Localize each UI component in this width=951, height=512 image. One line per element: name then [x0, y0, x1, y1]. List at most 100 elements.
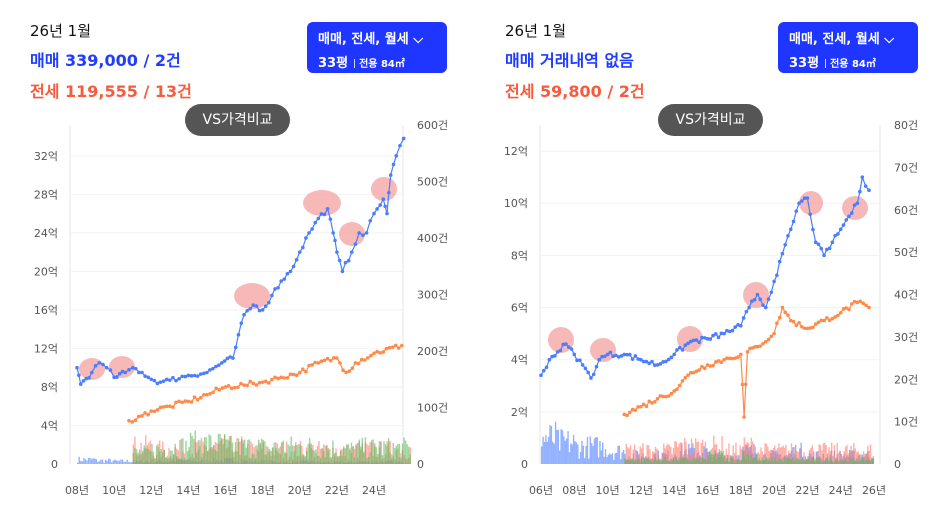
- data-point-sale: [263, 304, 268, 308]
- volume-bar-monthly: [643, 457, 646, 464]
- data-point-sale: [211, 366, 215, 371]
- y2-tick-label: 10건: [894, 416, 918, 429]
- volume-bar-sale: [613, 459, 615, 464]
- data-point-sale: [833, 233, 837, 238]
- filter-types: 매매, 전세, 월세: [789, 32, 880, 47]
- volume-bar-monthly: [844, 458, 847, 464]
- left-panel: 26년 1월 매매 339,000 / 2건 전세 119,555 / 13건 …: [0, 0, 475, 512]
- data-point-sale: [819, 246, 824, 251]
- volume-bar-sale: [618, 445, 621, 464]
- volume-bar-monthly: [756, 454, 758, 464]
- volume-bar-lease: [254, 445, 257, 464]
- data-point-jeonse: [719, 360, 724, 365]
- data-point-sale: [155, 381, 160, 386]
- volume-bar-lease: [647, 445, 650, 464]
- volume-bar-monthly: [318, 455, 320, 464]
- volume-bar-monthly: [179, 458, 181, 464]
- volume-bar-lease: [318, 440, 320, 464]
- data-point-sale: [273, 287, 277, 291]
- volume-bar-monthly: [710, 449, 712, 464]
- data-point-jeonse: [841, 307, 846, 311]
- data-point-sale: [777, 259, 782, 264]
- vs-compare-button[interactable]: VS가격비교: [185, 104, 290, 136]
- volume-bar-monthly: [285, 452, 288, 464]
- type-size-filter-button[interactable]: 매매, 전세, 월세 ⌵ 33평 전용 84㎡: [307, 22, 447, 73]
- data-point-sale: [310, 227, 314, 231]
- volume-bar-sale: [547, 436, 550, 464]
- volume-bar-monthly: [248, 439, 251, 464]
- volume-bar-monthly: [675, 456, 677, 464]
- volume-bar-monthly: [264, 441, 266, 464]
- volume-bar-lease: [810, 447, 812, 464]
- data-point-jeonse: [396, 346, 401, 350]
- data-point-sale: [349, 250, 354, 254]
- volume-bar-sale: [703, 446, 705, 464]
- volume-bar-monthly: [242, 443, 244, 464]
- vs-compare-button[interactable]: VS가격비교: [658, 104, 763, 136]
- data-point-sale: [75, 365, 79, 370]
- volume-bar-monthly: [817, 457, 819, 464]
- volume-bar-monthly: [708, 451, 711, 464]
- data-point-jeonse: [229, 386, 234, 391]
- volume-bar-monthly: [821, 461, 823, 464]
- volume-bar-monthly: [742, 451, 744, 464]
- data-point-sale: [847, 214, 851, 219]
- data-point-sale: [140, 370, 144, 375]
- volume-bar-lease: [681, 444, 683, 464]
- volume-bar-monthly: [310, 443, 312, 464]
- y-tick-label: 16억: [34, 304, 58, 317]
- data-point-jeonse: [743, 382, 748, 387]
- data-point-jeonse: [680, 379, 685, 383]
- volume-bar-monthly: [839, 460, 841, 464]
- data-point-jeonse: [251, 381, 256, 386]
- volume-bar-monthly: [135, 449, 138, 464]
- data-point-sale: [251, 303, 256, 307]
- volume-bar-lease: [693, 450, 696, 464]
- volume-bar-monthly: [642, 461, 644, 464]
- volume-bar-lease: [855, 452, 858, 464]
- volume-bar-monthly: [819, 461, 822, 464]
- volume-bar-monthly: [369, 452, 371, 464]
- volume-bar-monthly: [808, 459, 811, 464]
- data-point-sale: [600, 354, 604, 359]
- volume-bar-monthly: [632, 460, 634, 464]
- volume-bar-lease: [800, 448, 802, 464]
- price-chart[interactable]: 0 2억 4억 6억 8억 10억 12억 0 10건 20건 30건 40건 50건 60건 70건 80건…: [475, 0, 950, 512]
- data-point-sale: [267, 300, 271, 305]
- data-point-jeonse: [301, 367, 305, 372]
- volume-bar-sale: [590, 443, 593, 464]
- price-chart[interactable]: 0 4억 8억 12억 16억 20억 24억 28억 32억 0 100건 200건 300건 400건…: [0, 0, 475, 512]
- volume-bar-monthly: [361, 437, 364, 464]
- volume-bar-monthly: [322, 450, 325, 464]
- volume-bar-monthly: [871, 457, 873, 464]
- volume-bar-lease: [751, 441, 754, 464]
- volume-bar-lease: [686, 454, 689, 464]
- volume-bar-sale: [553, 443, 555, 464]
- volume-bar-monthly: [338, 455, 340, 464]
- volume-bar-sale: [588, 458, 590, 464]
- data-point-sale: [398, 143, 402, 148]
- volume-bar-monthly: [671, 460, 673, 464]
- data-point-jeonse: [772, 331, 776, 336]
- data-point-sale: [625, 352, 629, 357]
- volume-bar-sale: [84, 459, 87, 464]
- volume-bar-monthly: [138, 449, 141, 464]
- type-size-filter-button[interactable]: 매매, 전세, 월세 ⌵ 33평 전용 84㎡: [778, 22, 918, 73]
- volume-bar-monthly: [736, 459, 739, 464]
- data-point-jeonse: [858, 299, 863, 304]
- data-point-sale: [357, 231, 361, 235]
- volume-bar-monthly: [811, 457, 813, 464]
- volume-bar-monthly: [812, 457, 815, 464]
- data-point-jeonse: [672, 389, 676, 393]
- volume-bar-sale: [111, 462, 113, 464]
- volume-bar-monthly: [803, 459, 805, 464]
- y2-tick-label: 500건: [417, 176, 448, 189]
- volume-bar-monthly: [636, 459, 639, 464]
- volume-bar-monthly: [757, 459, 759, 464]
- volume-bar-lease: [790, 443, 793, 464]
- volume-bar-monthly: [406, 444, 408, 464]
- volume-bar-monthly: [744, 459, 747, 464]
- x-tick-label: 06년: [529, 484, 553, 497]
- data-point-jeonse: [384, 346, 389, 351]
- volume-bar-monthly: [769, 461, 772, 464]
